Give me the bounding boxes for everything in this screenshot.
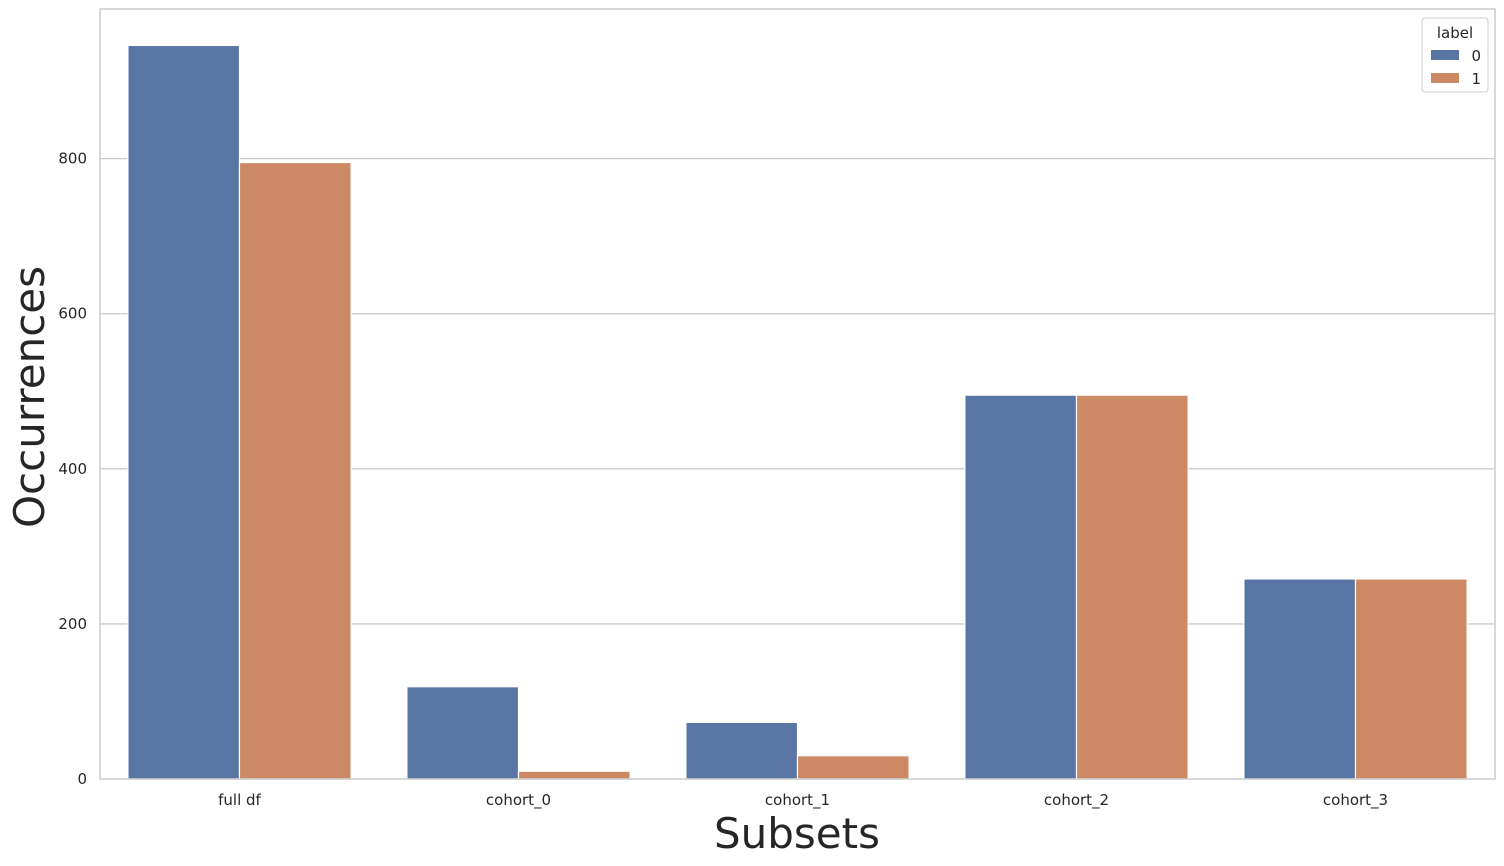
- y-tick-labels: 0 200 400 600 800: [58, 150, 87, 788]
- x-tick-label: cohort_3: [1323, 791, 1388, 810]
- plot-frame: [99, 8, 1496, 780]
- bar-full-df-label-1: [238, 161, 352, 780]
- y-tick-label: 200: [58, 615, 87, 633]
- x-tick-label: full df: [218, 791, 261, 809]
- y-tick-label: 800: [58, 150, 87, 168]
- legend-entry-label: 0: [1471, 47, 1481, 65]
- x-tick-label: cohort_2: [1044, 791, 1109, 810]
- bar-cohort_1-label-0: [685, 721, 799, 780]
- legend-entry-label: 1: [1471, 70, 1481, 88]
- bar-cohort_1-label-1: [796, 755, 910, 780]
- y-tick-label: 0: [77, 770, 87, 788]
- bar-full-df-label-0: [127, 44, 241, 780]
- legend-swatch: [1431, 73, 1459, 83]
- x-tick-label: cohort_0: [486, 791, 551, 810]
- y-tick-label: 600: [58, 305, 87, 323]
- legend-title: label: [1437, 24, 1473, 42]
- y-tick-label: 400: [58, 460, 87, 478]
- legend: label 0 1: [1421, 17, 1489, 93]
- bar-cohort_0-label-0: [406, 686, 520, 780]
- bar-cohort_3-label-1: [1354, 578, 1468, 780]
- bars: [127, 44, 1468, 780]
- bar-cohort_0-label-1: [517, 770, 631, 780]
- y-axis-title: Occurrences: [5, 266, 54, 528]
- x-tick-label: cohort_1: [765, 791, 830, 810]
- bar-cohort_2-label-0: [964, 394, 1078, 780]
- bar-cohort_3-label-0: [1243, 578, 1357, 780]
- legend-swatch: [1431, 50, 1459, 60]
- bar-cohort_2-label-1: [1075, 394, 1189, 780]
- x-tick-labels: full df cohort_0 cohort_1 cohort_2 cohort_3: [218, 791, 1388, 810]
- x-axis-title: Subsets: [714, 809, 880, 858]
